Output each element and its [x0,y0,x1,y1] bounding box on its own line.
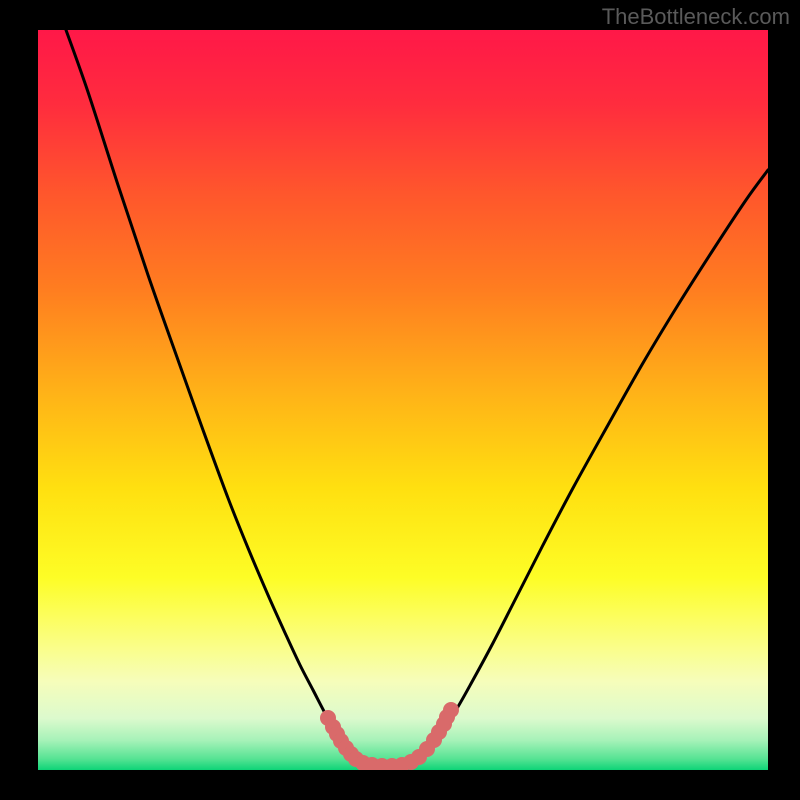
chart-svg [38,30,768,770]
data-marker [443,702,459,718]
bottleneck-chart [38,30,768,770]
chart-background [38,30,768,770]
watermark-text: TheBottleneck.com [602,4,790,30]
